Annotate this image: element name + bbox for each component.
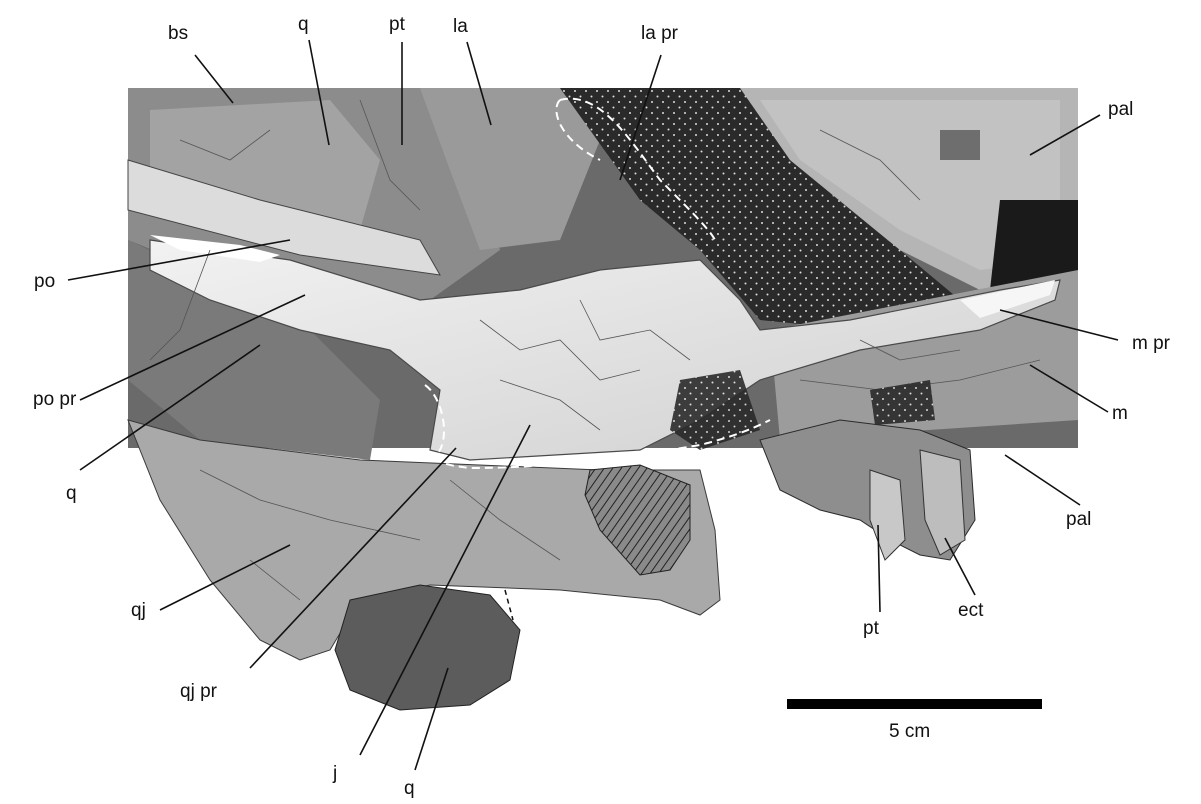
label-po-pr: po pr — [33, 389, 77, 410]
label-q-top: q — [298, 14, 309, 35]
label-q-left: q — [66, 483, 77, 504]
label-bs: bs — [168, 23, 189, 44]
jugal-ventral-outline — [424, 384, 771, 470]
label-q-bottom: q — [404, 778, 415, 799]
lacrimal-process-outline — [559, 97, 716, 241]
label-la: la — [453, 16, 468, 37]
label-pt-top: pt — [389, 14, 405, 35]
label-la-pr: la pr — [641, 23, 678, 44]
scale-bar — [787, 699, 1042, 709]
leader-lines — [67, 39, 1119, 771]
label-ect: ect — [958, 600, 984, 621]
label-m-pr: m pr — [1132, 333, 1170, 354]
quadratojugal-bone — [127, 419, 721, 661]
label-po: po — [34, 271, 56, 292]
label-m: m — [1112, 403, 1128, 424]
label-pt-bottom: pt — [863, 618, 879, 639]
label-pal-right: pal — [1066, 509, 1092, 530]
label-qj-pr: qj pr — [180, 681, 217, 702]
jugal-bone — [149, 239, 1061, 461]
label-j: j — [333, 763, 338, 784]
label-qj: qj — [131, 600, 146, 621]
quadrate-condyle — [334, 584, 521, 711]
scale-bar-label: 5 cm — [889, 721, 931, 742]
postorbital-bone — [127, 159, 441, 276]
label-pal-top: pal — [1108, 99, 1134, 120]
hatched-region — [584, 464, 691, 576]
